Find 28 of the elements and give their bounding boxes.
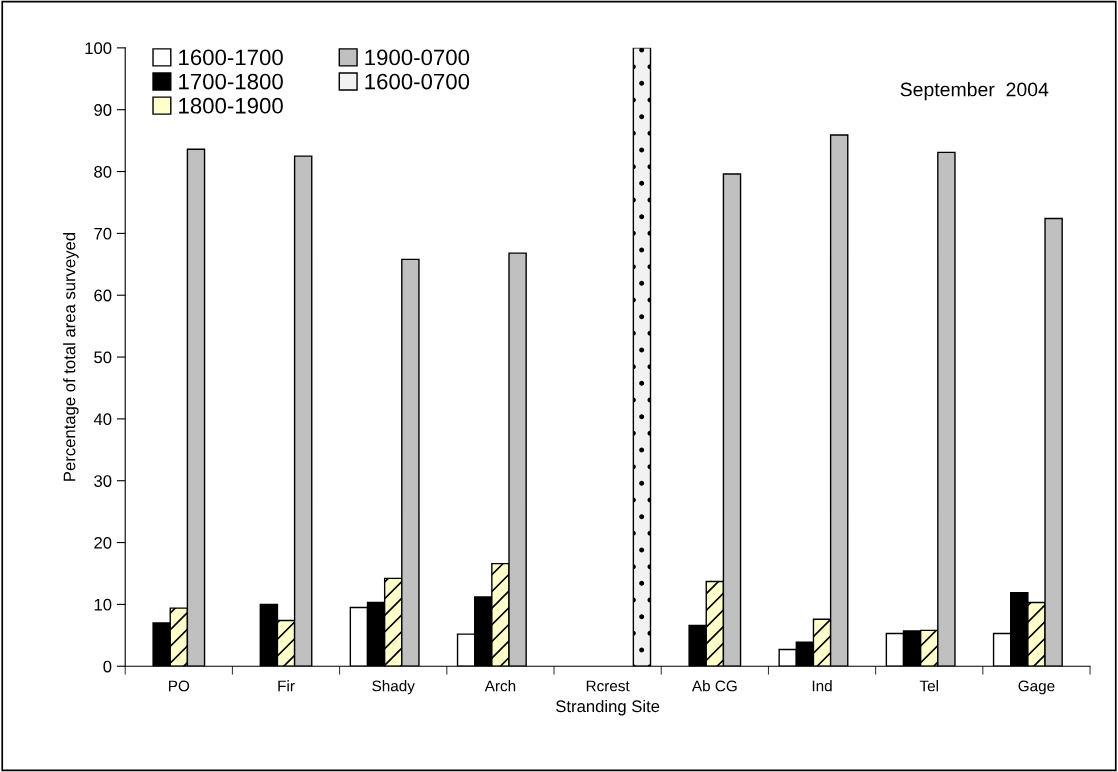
legend-label: 1700-1800 (179, 73, 283, 90)
y-tick-label: 10 (94, 598, 112, 611)
y-tick-label: 50 (94, 351, 112, 364)
y-tick-label: 90 (94, 104, 112, 116)
x-tick-label: Fir (278, 680, 295, 692)
y-tick-label: 20 (94, 536, 112, 549)
y-tick-label: 0 (103, 660, 112, 673)
x-tick-label: Ab CG (691, 680, 737, 692)
x-axis-title: Stranding Site (556, 699, 660, 716)
legend-label: 1900-0700 (365, 49, 470, 66)
legend-label: 1600-1700 (179, 49, 283, 66)
y-tick-label: 70 (94, 227, 112, 240)
legend-label: 1800-1900 (179, 97, 283, 114)
x-tick-label: Tel (919, 680, 938, 692)
x-tick-label: Arch (484, 680, 516, 692)
x-tick-label: Rcrest (586, 680, 630, 692)
y-tick-label: 100 (85, 42, 112, 55)
y-tick-label: 30 (94, 475, 112, 487)
x-tick-label: PO (169, 680, 190, 692)
y-tick-label: 40 (93, 413, 112, 426)
x-tick-label: Ind (812, 680, 832, 692)
y-axis-title: Percentage of total area surveyed (63, 233, 79, 481)
y-tick-label: 60 (94, 289, 112, 302)
annotation: September 2004 (900, 82, 1049, 101)
x-tick-label: Shady (372, 680, 415, 695)
legend-label: 1600-0700 (365, 73, 470, 90)
x-tick-label: Gage (1018, 680, 1055, 695)
y-tick-label: 80 (94, 165, 112, 178)
